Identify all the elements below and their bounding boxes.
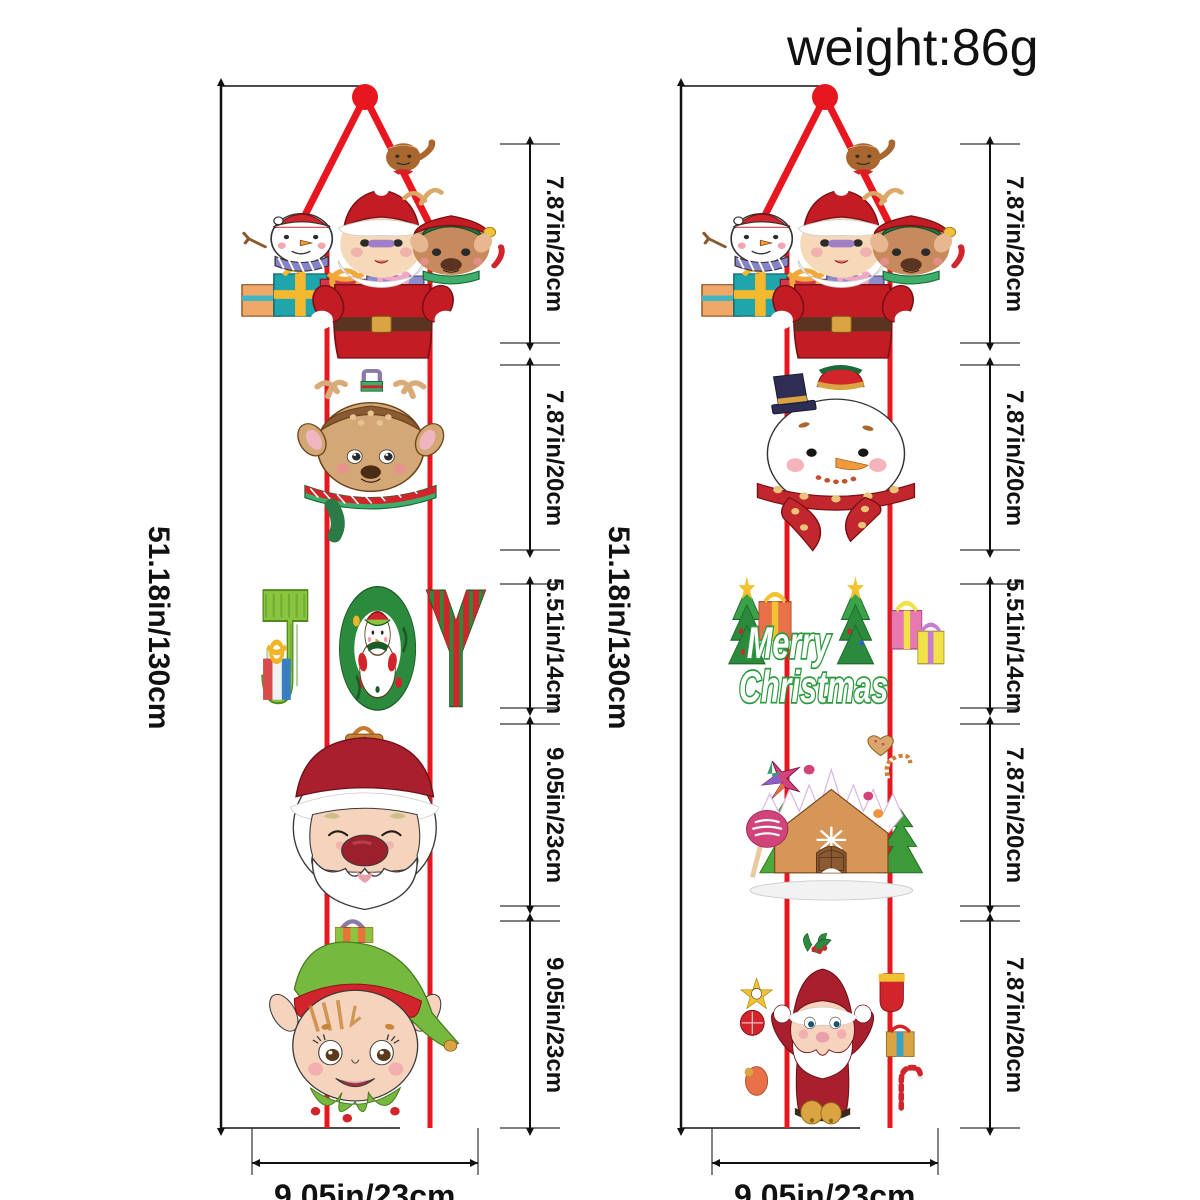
- svg-text:Merry: Merry: [747, 618, 832, 668]
- svg-text:Christmas: Christmas: [739, 662, 888, 712]
